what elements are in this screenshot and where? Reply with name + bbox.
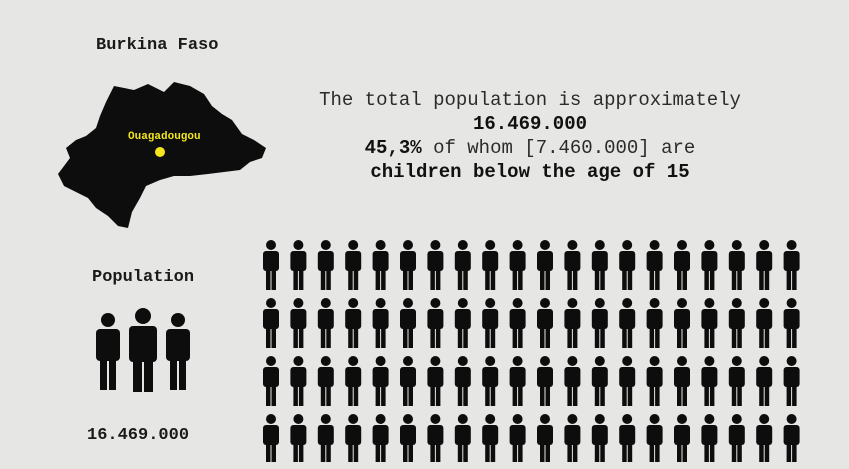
person-icon: [345, 414, 362, 462]
people-group-icon: [96, 308, 190, 392]
person-icon: [345, 240, 362, 290]
person-icon: [427, 298, 444, 348]
person-icon: [756, 356, 773, 406]
person-icon: [427, 356, 444, 406]
person-icon: [646, 298, 663, 348]
person-icon: [783, 240, 800, 290]
person-icon: [372, 414, 389, 462]
person-icon: [591, 356, 608, 406]
capital-dot-icon: [155, 147, 165, 157]
headline-pct: 45,3%: [364, 137, 422, 159]
person-icon: [263, 298, 279, 348]
person-icon: [482, 298, 499, 348]
person-icon: [783, 356, 800, 406]
person-icon: [619, 414, 636, 462]
person-icon: [482, 356, 499, 406]
person-icon: [674, 298, 690, 348]
person-icon: [509, 240, 526, 290]
burkina-faso-map-icon: [58, 82, 266, 228]
person-icon: [345, 298, 362, 348]
person-icon: [509, 414, 526, 462]
population-value: 16.469.000: [87, 426, 190, 445]
headline-line3: of whom [7.460.000] are: [421, 137, 696, 159]
person-icon: [646, 414, 663, 462]
person-icon: [646, 356, 663, 406]
person-icon: [263, 414, 279, 462]
person-icon: [400, 298, 416, 348]
person-icon: [537, 298, 553, 348]
person-icon: [537, 356, 553, 406]
person-icon: [290, 356, 307, 406]
person-icon: [756, 240, 773, 290]
person-icon: [674, 356, 690, 406]
headline-line4: children below the age of 15: [370, 161, 690, 183]
person-icon: [400, 356, 416, 406]
person-icon: [537, 240, 553, 290]
person-icon: [400, 240, 416, 290]
person-icon: [317, 356, 334, 406]
person-icon: [427, 240, 444, 290]
person-icon: [290, 414, 307, 462]
person-icon: [701, 356, 718, 406]
person-icon: [372, 240, 389, 290]
person-icon: [701, 240, 718, 290]
person-icon: [427, 414, 444, 462]
person-icon: [482, 240, 499, 290]
population-icon-grid: [263, 240, 800, 462]
person-icon: [674, 240, 690, 290]
person-icon: [400, 414, 416, 462]
person-icon: [591, 240, 608, 290]
person-icon: [454, 356, 471, 406]
country-title: Burkina Faso: [96, 36, 219, 55]
headline-total: 16.469.000: [472, 113, 588, 135]
person-icon: [454, 240, 471, 290]
person-icon: [783, 414, 800, 462]
population-title: Population: [92, 268, 195, 287]
person-icon: [537, 414, 553, 462]
person-icon: [728, 240, 745, 290]
person-icon: [372, 356, 389, 406]
person-icon: [290, 240, 307, 290]
person-icon: [783, 298, 800, 348]
person-icon: [454, 298, 471, 348]
person-icon: [564, 356, 581, 406]
person-icon: [317, 240, 334, 290]
headline-line1: The total population is approximately: [319, 89, 741, 111]
person-icon: [728, 414, 745, 462]
person-icon: [263, 240, 279, 290]
person-icon: [646, 240, 663, 290]
person-icon: [728, 356, 745, 406]
person-icon: [454, 414, 471, 462]
person-icon: [564, 298, 581, 348]
person-icon: [564, 414, 581, 462]
person-icon: [674, 414, 690, 462]
person-icon: [701, 414, 718, 462]
person-icon: [564, 240, 581, 290]
person-icon: [619, 356, 636, 406]
person-icon: [482, 414, 499, 462]
person-icon: [317, 298, 334, 348]
person-icon: [345, 356, 362, 406]
capital-label: Ouagadougou: [128, 131, 201, 143]
person-icon: [509, 298, 526, 348]
person-icon: [619, 298, 636, 348]
person-icon: [290, 298, 307, 348]
person-icon: [619, 240, 636, 290]
person-icon: [701, 298, 718, 348]
person-icon: [372, 298, 389, 348]
person-icon: [591, 414, 608, 462]
person-icon: [263, 356, 279, 406]
person-icon: [317, 414, 334, 462]
person-icon: [591, 298, 608, 348]
person-icon: [756, 414, 773, 462]
person-icon: [728, 298, 745, 348]
person-icon: [756, 298, 773, 348]
headline: The total population is approximately 16…: [290, 88, 770, 184]
person-icon: [509, 356, 526, 406]
